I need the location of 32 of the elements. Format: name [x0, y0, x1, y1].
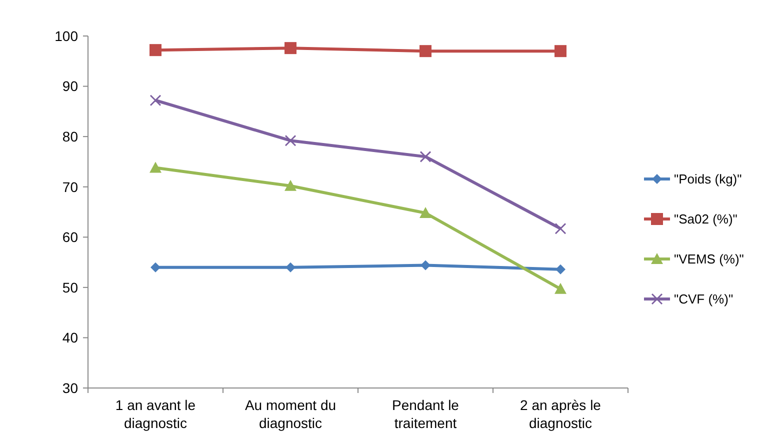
y-tick-label: 30: [62, 380, 78, 396]
point: [284, 180, 296, 191]
y-tick-label: 40: [62, 330, 78, 346]
point: [420, 260, 430, 270]
point: [554, 282, 566, 294]
legend-label: "VEMS (%)": [674, 252, 744, 267]
y-tick-label: 100: [54, 28, 78, 44]
point: [554, 45, 566, 58]
x-tick-label: 2 an après le diagnostic: [520, 397, 602, 431]
legend-label: "Poids (kg)": [674, 172, 742, 187]
point: [150, 44, 162, 56]
point: [420, 150, 432, 162]
point: [284, 42, 296, 54]
x-tick-label: 1 an avant le diagnostic: [115, 397, 196, 431]
y-tick-label: 60: [62, 229, 78, 246]
point: [284, 134, 296, 146]
point: [420, 207, 432, 218]
legend-label: "CVF (%)": [674, 292, 734, 307]
point: [150, 162, 162, 173]
y-tick-label: 90: [62, 78, 78, 94]
x-tick-label: Pendant le traitement: [392, 397, 460, 431]
y-tick-label: 50: [62, 279, 78, 296]
point: [556, 264, 566, 274]
point: [554, 222, 566, 234]
point: [150, 94, 162, 106]
legend-label: "Sa02 (%)": [674, 212, 738, 227]
y-tick-label: 80: [62, 128, 78, 144]
y-tick-label: 70: [62, 178, 78, 195]
point: [420, 45, 432, 58]
x-tick-label: Au moment du diagnostic: [244, 397, 336, 431]
point: [286, 262, 296, 272]
point: [150, 262, 160, 272]
